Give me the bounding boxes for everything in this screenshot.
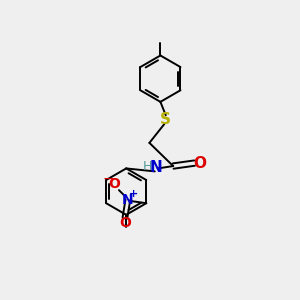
Text: N: N (150, 160, 162, 175)
Text: O: O (194, 156, 206, 171)
Text: −: − (103, 172, 114, 186)
Text: N: N (122, 193, 134, 207)
Text: S: S (160, 112, 171, 127)
Text: O: O (109, 177, 120, 191)
Text: +: + (129, 189, 138, 199)
Text: H: H (143, 160, 153, 173)
Text: O: O (119, 216, 131, 230)
